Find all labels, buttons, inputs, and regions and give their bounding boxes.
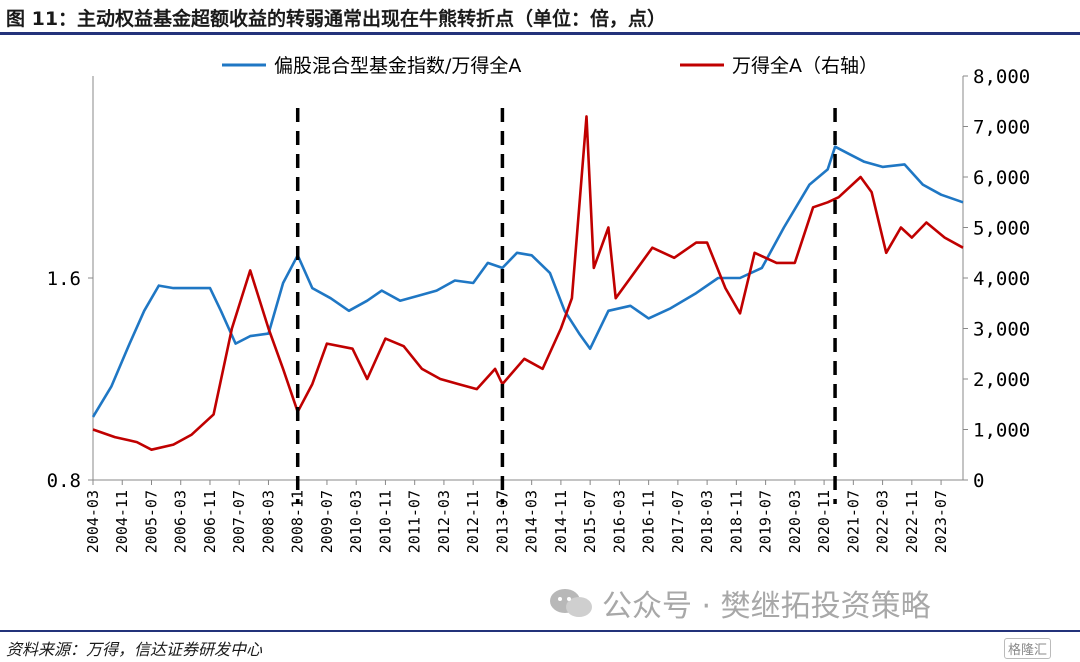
legend: 偏股混合型基金指数/万得全A 万得全A（右轴） xyxy=(222,55,878,77)
left-axis-ticks: 0.8 1.6 xyxy=(47,268,93,492)
x-tick-label: 2010-03 xyxy=(347,490,365,553)
series-line-blue xyxy=(91,145,964,418)
x-tick-label: 2012-03 xyxy=(435,490,453,553)
x-tick-label: 2018-11 xyxy=(727,490,745,553)
source-note: 资料来源：万得，信达证券研发中心 xyxy=(6,640,263,659)
x-tick-label: 2016-11 xyxy=(640,490,658,553)
watermark-text: 公众号 · 樊继拓投资策略 xyxy=(602,589,931,624)
x-tick-label: 2004-03 xyxy=(84,490,102,553)
series-layer xyxy=(91,115,964,451)
x-tick-label: 2023-07 xyxy=(932,490,950,553)
x-tick-label: 2014-03 xyxy=(523,490,541,553)
right-tick-label: 8,000 xyxy=(973,66,1030,88)
chart-axes xyxy=(92,76,964,481)
x-tick-label: 2005-07 xyxy=(142,490,160,553)
x-tick-label: 2008-03 xyxy=(259,490,277,553)
x-tick-label: 2022-11 xyxy=(903,490,921,553)
right-tick-label: 1,000 xyxy=(973,420,1030,442)
x-tick-label: 2020-03 xyxy=(786,490,804,553)
x-tick-label: 2006-03 xyxy=(172,490,190,553)
x-tick-label: 2022-03 xyxy=(874,490,892,553)
right-tick-label: 5,000 xyxy=(973,218,1030,240)
x-tick-label: 2017-07 xyxy=(669,490,687,553)
left-tick-label: 1.6 xyxy=(47,268,81,290)
x-tick-label: 2009-07 xyxy=(318,490,336,553)
x-tick-label: 2013-07 xyxy=(493,490,511,553)
brand-logo: 格隆汇 xyxy=(1004,638,1052,659)
x-tick-label: 2018-03 xyxy=(698,490,716,553)
x-tick-label: 2008-11 xyxy=(289,490,307,553)
x-tick-label: 2019-07 xyxy=(757,490,775,553)
chart-title: 图 11：主动权益基金超额收益的转弱通常出现在牛熊转折点（单位：倍，点） xyxy=(6,8,667,30)
x-tick-label: 2010-11 xyxy=(376,490,394,553)
watermark: 公众号 · 樊继拓投资策略 xyxy=(548,581,931,625)
right-tick-label: 2,000 xyxy=(973,369,1030,391)
left-tick-label: 0.8 xyxy=(47,470,81,492)
x-tick-label: 2011-07 xyxy=(406,490,424,553)
dual-axis-line-chart: 0.8 1.6 0 1,000 2,000 3,000 4,000 5,000 6,000 7,… xyxy=(47,55,1031,553)
right-axis-ticks: 0 1,000 2,000 3,000 4,000 5,000 6,000 7,000 8,00… xyxy=(963,66,1030,492)
series-line-red xyxy=(92,115,964,451)
right-tick-label: 0 xyxy=(973,470,984,492)
x-tick-label: 2007-07 xyxy=(230,490,248,553)
x-axis-ticks: 2004-03 2004-11 2005-07 2006-03 2006-11 2007-… xyxy=(84,480,950,553)
right-tick-label: 3,000 xyxy=(973,319,1030,341)
legend-label: 偏股混合型基金指数/万得全A xyxy=(274,55,521,77)
wechat-icon xyxy=(550,589,592,617)
x-tick-label: 2015-07 xyxy=(581,490,599,553)
x-tick-label: 2004-11 xyxy=(113,490,131,553)
top-rule xyxy=(0,32,1080,35)
x-tick-label: 2016-03 xyxy=(610,490,628,553)
x-tick-label: 2006-11 xyxy=(201,490,219,553)
x-tick-label: 2014-11 xyxy=(552,490,570,553)
x-tick-label: 2020-11 xyxy=(815,490,833,553)
right-tick-label: 6,000 xyxy=(973,167,1030,189)
right-tick-label: 4,000 xyxy=(973,268,1030,290)
turning-point-lines xyxy=(295,108,837,504)
legend-label: 万得全A（右轴） xyxy=(732,55,878,77)
bottom-rule xyxy=(0,630,1080,632)
x-tick-label: 2021-07 xyxy=(844,490,862,553)
right-tick-label: 7,000 xyxy=(973,117,1030,139)
x-tick-label: 2012-11 xyxy=(464,490,482,553)
